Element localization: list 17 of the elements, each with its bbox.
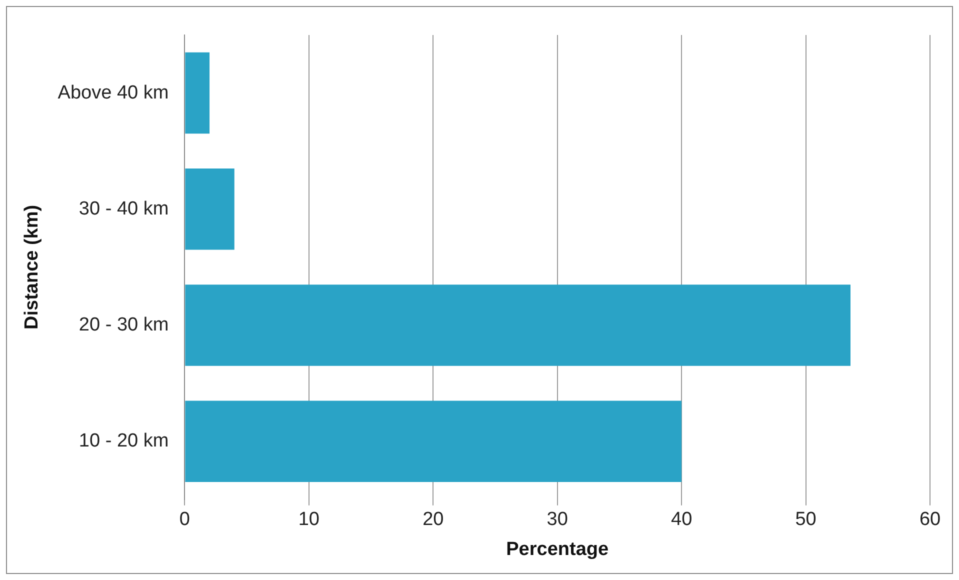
x-tick-label: 20 <box>422 509 444 530</box>
x-tick-label: 30 <box>546 509 568 530</box>
bar <box>185 284 850 366</box>
bar <box>185 52 210 134</box>
y-tick-label: 20 - 30 km <box>78 314 169 336</box>
x-tick-label: 0 <box>179 509 190 530</box>
x-tick-label: 60 <box>919 509 941 530</box>
x-tick-label: 10 <box>298 509 320 530</box>
x-axis-title: Percentage <box>506 538 609 560</box>
bar <box>185 400 682 482</box>
y-tick-label: 30 - 40 km <box>78 198 169 220</box>
y-tick-label: Above 40 km <box>58 82 169 104</box>
x-tick-label: 50 <box>795 509 816 530</box>
y-axis-title: Distance (km) <box>22 204 43 330</box>
bar <box>185 168 234 250</box>
y-tick-label: 10 - 20 km <box>78 430 169 452</box>
x-tick-label: 40 <box>670 509 692 530</box>
